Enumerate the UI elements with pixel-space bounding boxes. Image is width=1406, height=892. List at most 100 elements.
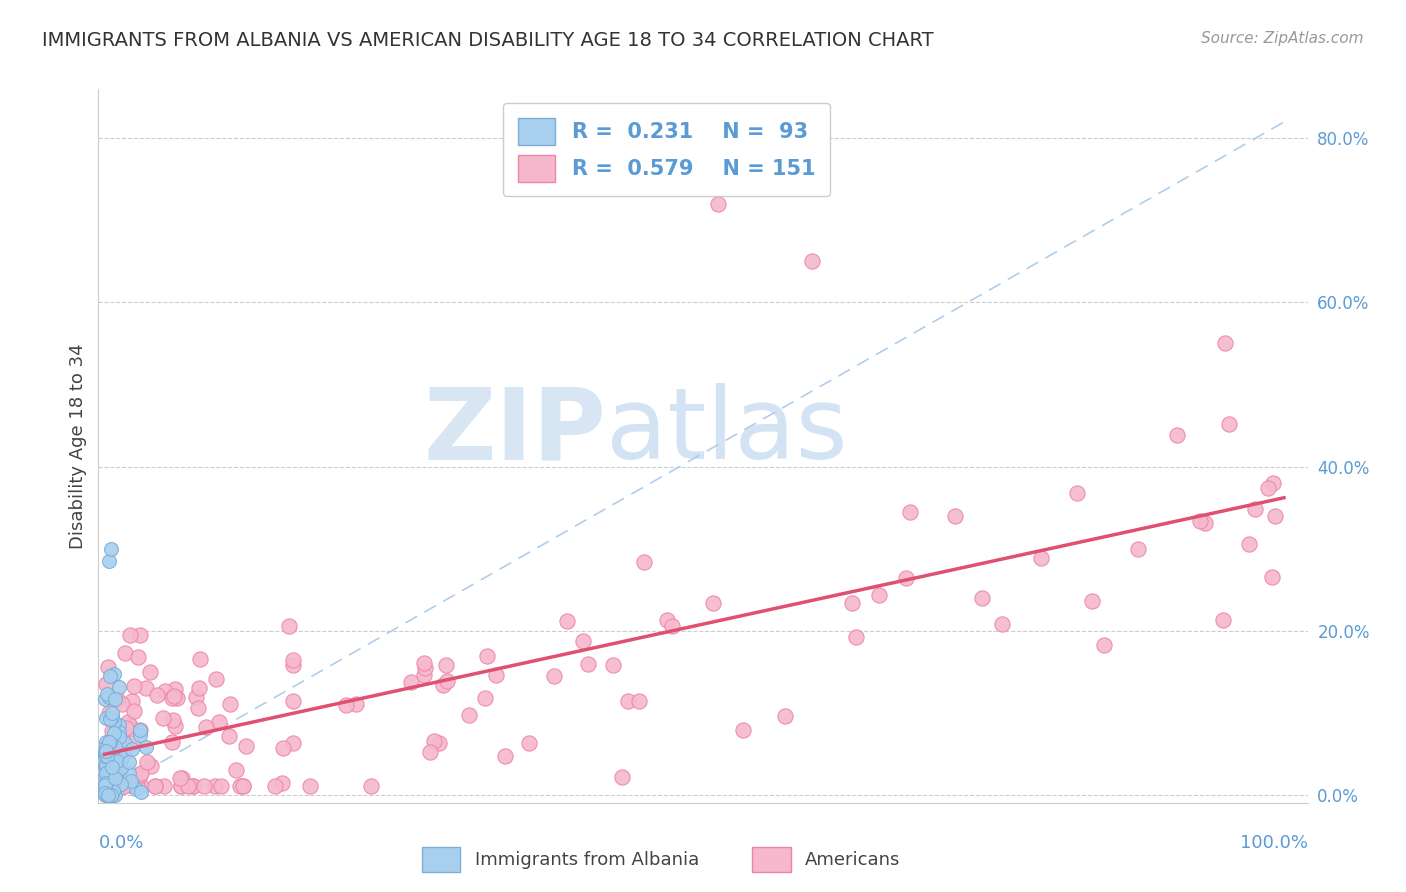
Point <box>107 730 129 744</box>
Point <box>702 596 724 610</box>
Point <box>104 767 127 781</box>
Point <box>655 613 678 627</box>
Point <box>94 766 117 780</box>
Point <box>107 764 129 778</box>
Point <box>111 740 134 755</box>
Point <box>97 771 120 785</box>
Point <box>96 788 118 802</box>
Point <box>129 785 152 799</box>
Point <box>204 780 226 794</box>
Point <box>94 751 117 765</box>
Point <box>135 681 157 695</box>
Point <box>101 710 124 724</box>
Point <box>419 745 441 759</box>
Point <box>1257 481 1279 495</box>
Point <box>344 697 367 711</box>
Point <box>103 767 125 781</box>
Point <box>271 740 294 755</box>
Point <box>138 665 160 680</box>
Point <box>105 692 128 706</box>
Point <box>117 714 139 729</box>
Point <box>124 704 146 718</box>
Point <box>436 674 458 689</box>
Point <box>1213 336 1236 351</box>
Point <box>97 771 120 785</box>
Point <box>101 723 124 738</box>
Point <box>177 780 200 794</box>
Point <box>187 701 209 715</box>
Point <box>181 780 204 794</box>
Point <box>571 634 593 648</box>
Point <box>1166 427 1188 442</box>
Point <box>93 691 115 706</box>
Point <box>170 780 193 794</box>
Point <box>943 508 966 523</box>
Point <box>103 752 125 766</box>
Point <box>104 788 127 802</box>
Point <box>125 780 148 794</box>
Point <box>190 652 212 666</box>
Point <box>97 778 120 792</box>
Point <box>118 766 141 780</box>
Point <box>271 775 294 789</box>
Point <box>114 646 136 660</box>
Point <box>112 780 135 794</box>
Point <box>96 759 118 773</box>
Point <box>94 778 117 792</box>
Point <box>1261 570 1284 584</box>
Point <box>110 777 132 791</box>
Point <box>118 755 141 769</box>
Point <box>101 760 124 774</box>
Point <box>485 668 508 682</box>
Point <box>143 780 166 794</box>
Point <box>281 693 304 707</box>
Point <box>231 780 253 794</box>
Point <box>845 630 868 644</box>
Point <box>114 736 136 750</box>
Point <box>299 780 322 794</box>
Text: 100.0%: 100.0% <box>1240 834 1308 852</box>
Point <box>129 628 152 642</box>
Text: ZIP: ZIP <box>423 384 606 480</box>
Point <box>773 709 796 723</box>
Point <box>731 723 754 738</box>
Point <box>98 735 121 749</box>
Text: IMMIGRANTS FROM ALBANIA VS AMERICAN DISABILITY AGE 18 TO 34 CORRELATION CHART: IMMIGRANTS FROM ALBANIA VS AMERICAN DISA… <box>42 31 934 50</box>
Point <box>129 766 152 780</box>
Point <box>103 667 125 681</box>
Point <box>96 780 118 794</box>
Point <box>1092 638 1115 652</box>
Point <box>129 780 152 794</box>
Point <box>103 767 125 781</box>
Point <box>115 721 138 735</box>
Point <box>218 729 240 743</box>
Point <box>96 687 118 701</box>
Point <box>475 648 498 663</box>
Point <box>1126 541 1149 556</box>
Point <box>228 780 250 794</box>
Point <box>96 784 118 798</box>
Point <box>1237 537 1260 551</box>
Point <box>98 706 121 720</box>
Point <box>128 728 150 742</box>
Point <box>576 657 599 672</box>
Point <box>160 690 183 705</box>
Point <box>94 711 117 725</box>
Point <box>432 678 454 692</box>
Point <box>104 738 127 752</box>
Point <box>103 733 125 747</box>
Point <box>103 725 125 739</box>
Point <box>163 681 186 696</box>
Point <box>633 555 655 569</box>
Point <box>152 711 174 725</box>
Point <box>98 764 121 778</box>
Point <box>1244 501 1267 516</box>
Point <box>162 713 184 727</box>
Point <box>474 691 496 706</box>
Point <box>104 758 127 772</box>
Point <box>163 689 186 703</box>
Point <box>111 739 134 753</box>
Point <box>121 736 143 750</box>
Point <box>93 745 115 759</box>
Point <box>1212 613 1234 627</box>
